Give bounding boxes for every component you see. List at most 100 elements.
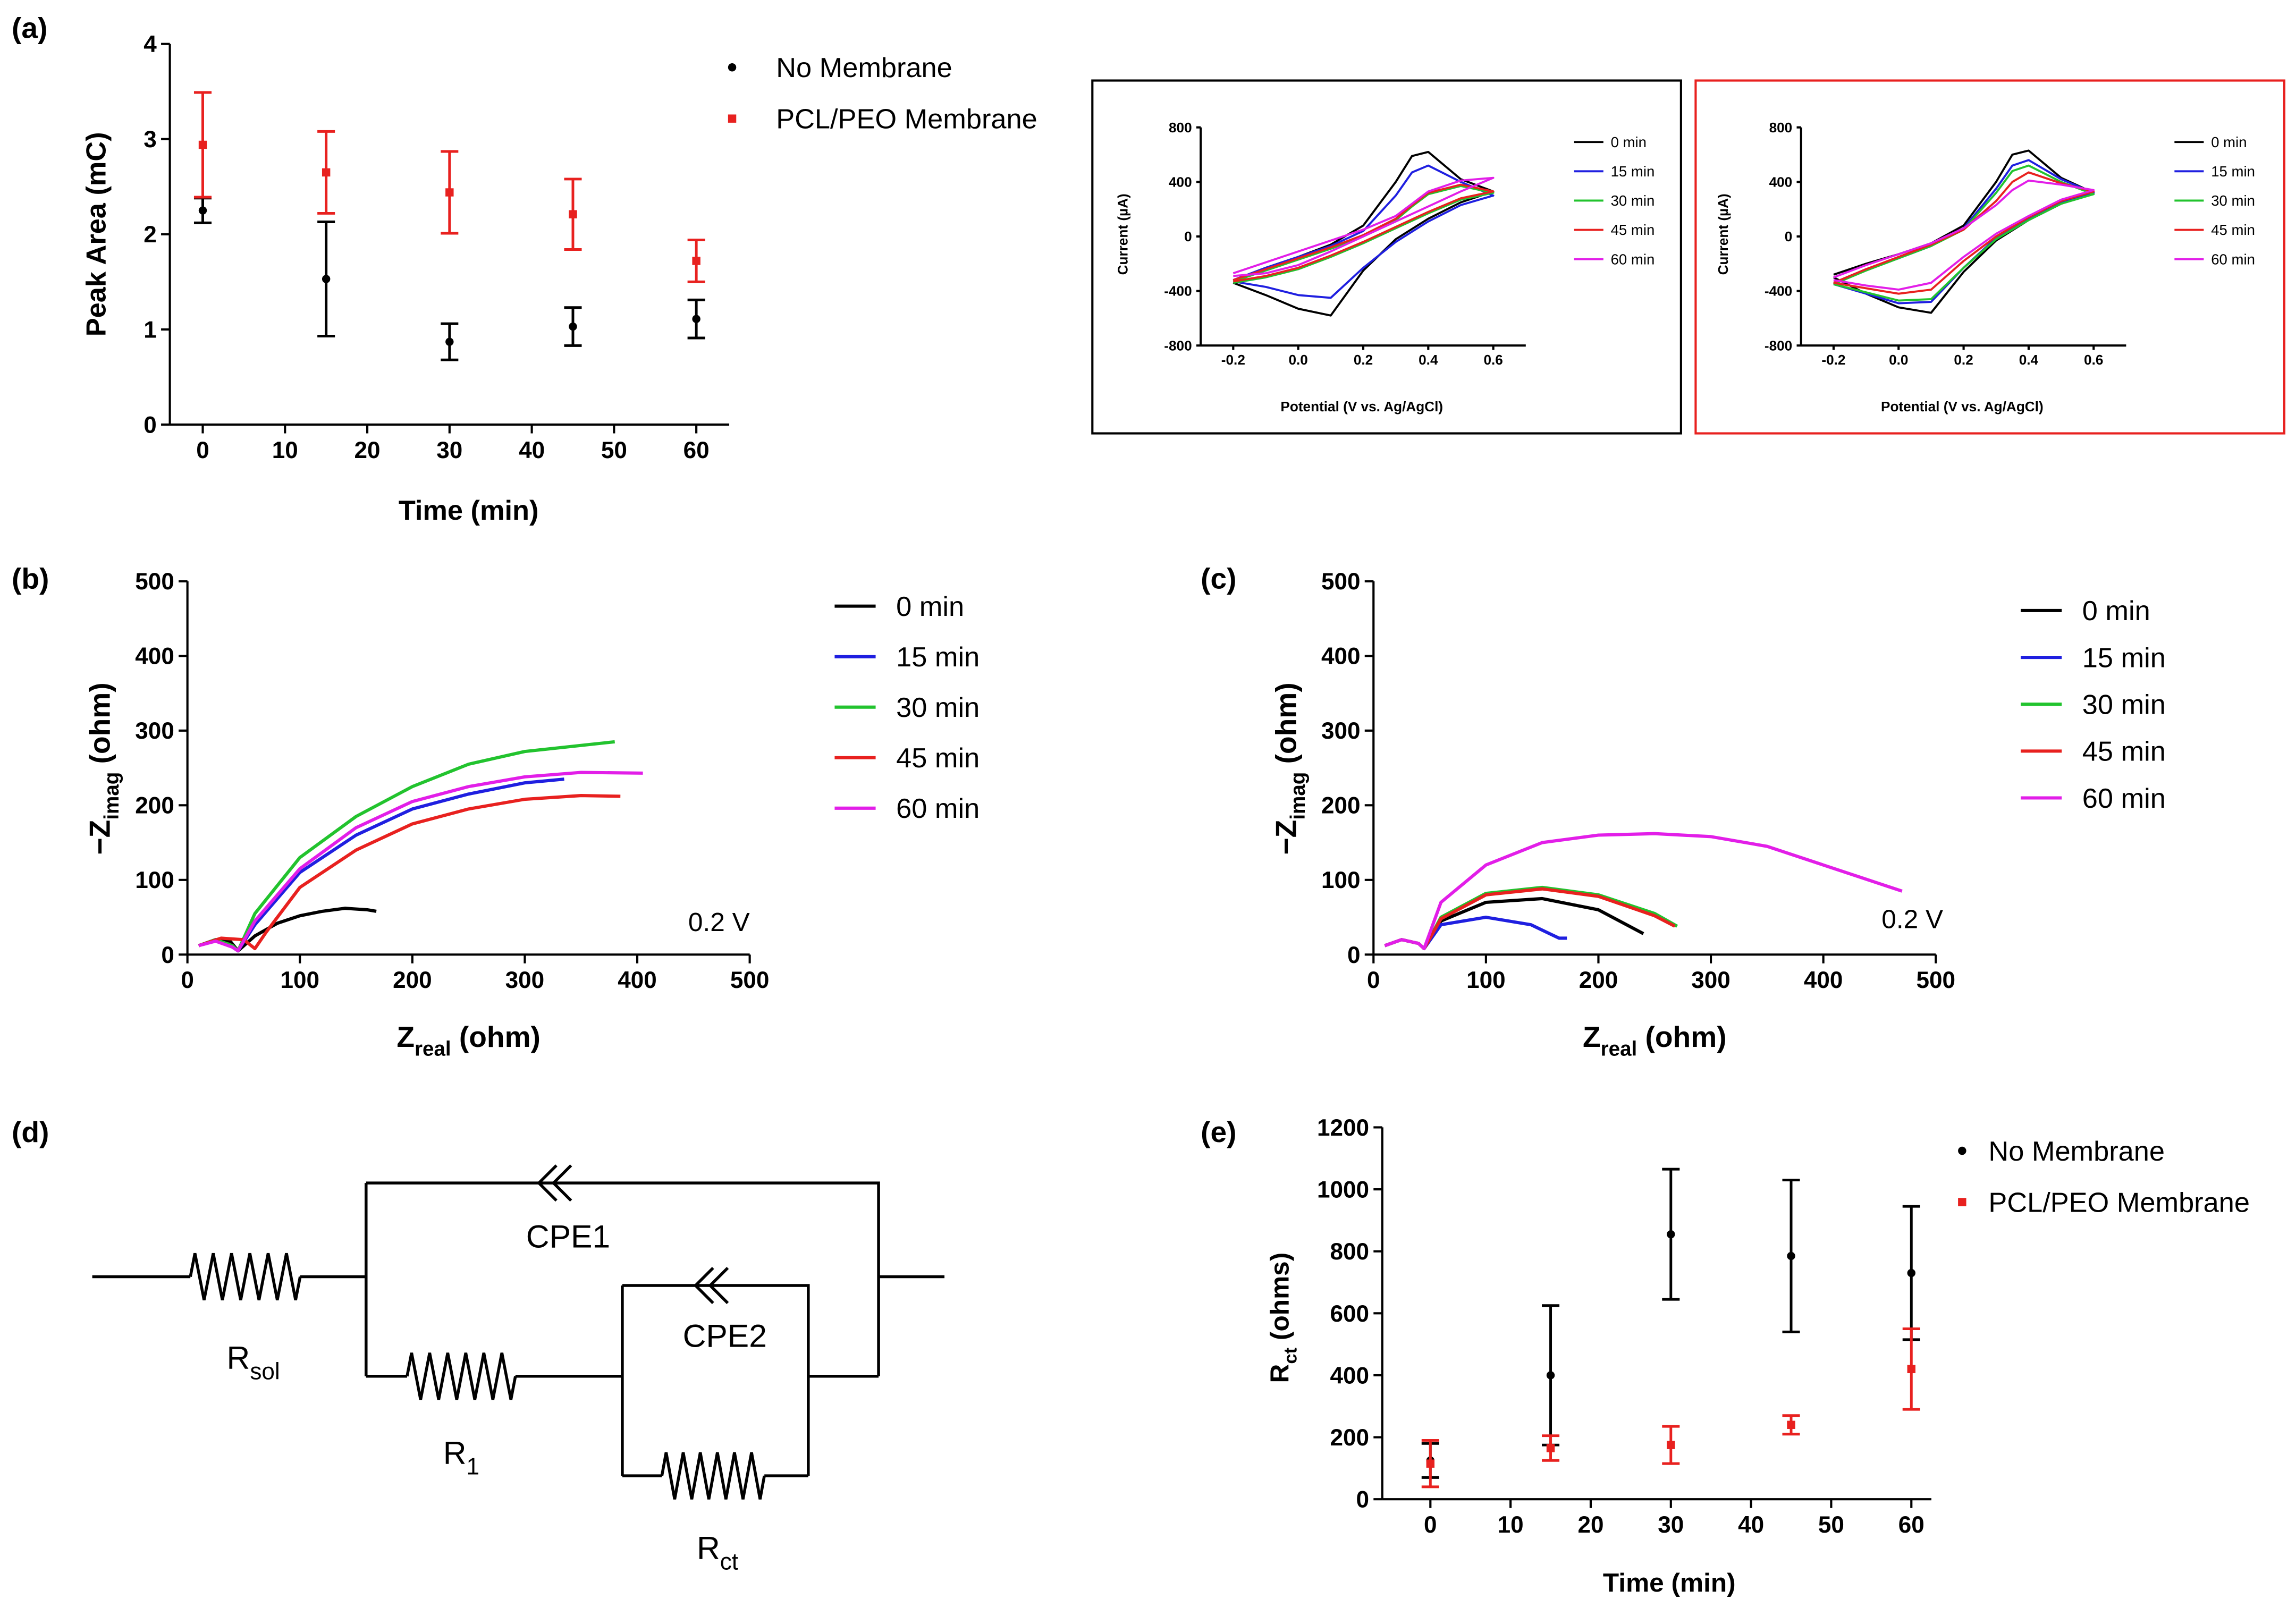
x-tick-label: 400 xyxy=(618,967,657,993)
component-label: R1 xyxy=(443,1435,479,1479)
x-tick-label: 0.2 xyxy=(1354,352,1373,368)
y-tick-label: -400 xyxy=(1164,283,1192,299)
data-point xyxy=(445,188,454,197)
x-tick-label: 0.0 xyxy=(1889,352,1908,368)
label-main: R xyxy=(443,1435,467,1471)
y-tick-label: 500 xyxy=(135,569,174,595)
label-main: R xyxy=(697,1530,720,1566)
y-tick-label: 1 xyxy=(144,317,157,343)
label-main: CPE1 xyxy=(526,1218,610,1254)
x-tick-label: 0.6 xyxy=(1483,352,1502,368)
data-point xyxy=(1426,1459,1435,1468)
inset-frame xyxy=(1091,79,1682,435)
inset-frame xyxy=(1694,79,2286,435)
data-point xyxy=(569,322,577,331)
x-tick-label: 0 xyxy=(1367,967,1380,993)
legend-label: 0 min xyxy=(2082,596,2150,627)
chart: (c) 0 100 200 300 400 500 0 100 200 300 400 500 0.2 V… xyxy=(1201,562,2166,994)
data-line xyxy=(198,771,643,953)
x-tick-label: 0.6 xyxy=(2084,352,2103,368)
chart: -0.2 0.0 0.2 0.4 0.6 -800 -400 0 400 800 0 min 15 m… xyxy=(1091,79,1682,435)
panel-label: (a) xyxy=(12,12,47,45)
legend-label: No Membrane xyxy=(1988,1136,2165,1167)
annotation: 0.2 V xyxy=(688,907,750,937)
label-part: Z xyxy=(1583,1020,1601,1053)
data-line xyxy=(1233,176,1495,277)
y-tick-label: 400 xyxy=(1169,174,1192,190)
label-part: −Z xyxy=(1269,820,1302,855)
component-label: Rsol xyxy=(227,1340,280,1384)
data-point xyxy=(1907,1268,1915,1278)
y-tick-label: -400 xyxy=(1765,283,1792,299)
legend-label: 60 min xyxy=(896,793,980,824)
y-tick-label: 0 xyxy=(1356,1487,1370,1513)
data-point xyxy=(1667,1441,1675,1449)
legend-label: 60 min xyxy=(2211,251,2255,267)
y-axis-label: Current (µA) xyxy=(1715,193,1731,275)
legend-label: No Membrane xyxy=(776,53,952,83)
panel-label: (b) xyxy=(12,562,49,595)
label-part: R xyxy=(1264,1364,1294,1383)
label-sub: 1 xyxy=(466,1453,479,1479)
data-line xyxy=(1833,164,2095,302)
y-tick-label: 100 xyxy=(1321,867,1361,893)
component-label: CPE2 xyxy=(683,1318,767,1354)
x-tick-label: 60 xyxy=(1898,1512,1924,1538)
y-tick-label: 400 xyxy=(1321,644,1361,670)
legend-label: 30 min xyxy=(2211,192,2255,209)
data-point xyxy=(1546,1371,1555,1380)
y-tick-label: 500 xyxy=(1321,569,1361,595)
y-tick-label: 0 xyxy=(1347,942,1361,968)
y-axis-label: −Zimag (ohm) xyxy=(1269,682,1310,855)
data-point xyxy=(445,337,454,346)
data-point xyxy=(569,210,577,218)
chart: (e)0 10 20 30 40 50 60020040060080010001200No … xyxy=(1201,1115,2250,1538)
legend-label: PCL/PEO Membrane xyxy=(776,104,1037,134)
label-part: −Z xyxy=(83,820,116,855)
x-tick-label: 300 xyxy=(1691,967,1731,993)
data-line xyxy=(198,794,621,951)
legend-label: 45 min xyxy=(896,743,980,774)
x-tick-label: 0.4 xyxy=(2019,352,2039,368)
y-tick-label: 300 xyxy=(1321,718,1361,744)
x-tick-label: 10 xyxy=(272,437,298,463)
y-tick-label: 3 xyxy=(144,126,157,153)
y-tick-label: 1000 xyxy=(1317,1177,1369,1203)
y-axis-label: Current (µA) xyxy=(1115,193,1130,275)
y-tick-label: 0 xyxy=(144,412,157,438)
cpe-element xyxy=(536,1164,572,1202)
legend-label: 45 min xyxy=(1611,222,1655,238)
label-part: (ohm) xyxy=(451,1020,541,1053)
x-tick-label: 500 xyxy=(1916,967,1955,993)
legend-marker xyxy=(728,63,737,72)
legend-label: 30 min xyxy=(2082,690,2166,721)
y-axis-label: −Zimag (ohm) xyxy=(83,682,124,855)
label-part: imag xyxy=(100,772,123,820)
legend-label: 15 min xyxy=(896,642,980,673)
y-tick-label: 800 xyxy=(1769,120,1793,136)
y-tick-label: 4 xyxy=(144,31,157,57)
x-tick-label: 0.2 xyxy=(1954,352,1973,368)
panel-label: (d) xyxy=(12,1115,49,1148)
resistor xyxy=(189,1253,302,1301)
y-tick-label: 600 xyxy=(1330,1301,1369,1327)
x-tick-label: 60 xyxy=(683,437,710,463)
data-point xyxy=(1787,1251,1795,1261)
x-axis-label: Potential (V vs. Ag/AgCl) xyxy=(1881,399,2044,415)
legend-label: 15 min xyxy=(2082,642,2166,673)
legend-label: 0 min xyxy=(896,591,964,622)
resistor xyxy=(660,1452,766,1500)
x-tick-label: 50 xyxy=(601,437,627,463)
x-axis-label: Time (min) xyxy=(1603,1568,1736,1597)
x-tick-label: 50 xyxy=(1818,1512,1844,1538)
y-tick-label: 400 xyxy=(135,644,174,670)
y-tick-label: 200 xyxy=(1321,793,1361,819)
y-tick-label: 200 xyxy=(135,793,174,819)
legend-label: 15 min xyxy=(1611,163,1655,180)
y-tick-label: 800 xyxy=(1330,1239,1369,1265)
data-point xyxy=(692,257,700,265)
y-tick-label: 300 xyxy=(135,718,174,744)
legend-marker xyxy=(1958,1146,1966,1155)
label-part: real xyxy=(415,1037,451,1060)
